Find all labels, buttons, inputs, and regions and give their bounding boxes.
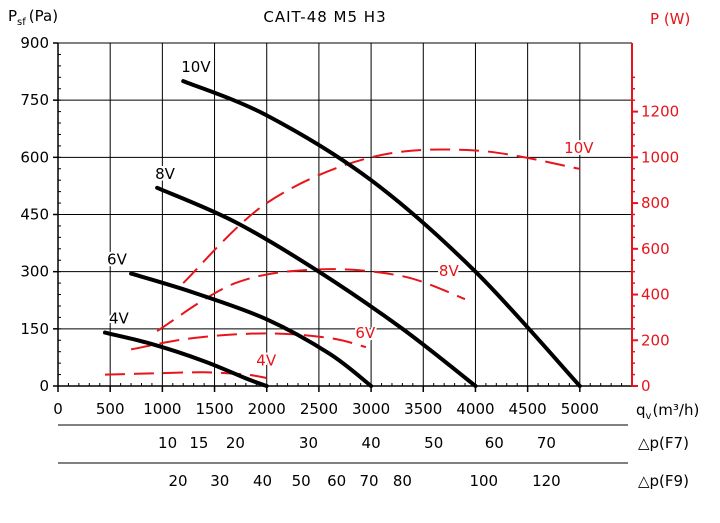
x-tick-label: 3000: [352, 400, 390, 418]
filter-scale-label: △p(F9): [638, 472, 689, 490]
pressure-series-label-8V: 8V: [155, 165, 176, 183]
filter-pressure-scales: 10 15 20 30 40 50 60 70 △p(F7) 20 30 40 50 60 70 80 100 1…: [58, 424, 689, 490]
filter-scale-tick-label: 30: [210, 472, 229, 490]
power-curve-6V: [130, 332, 367, 351]
power-curve-8V: [156, 268, 466, 332]
right-tick-label: 1000: [641, 148, 679, 166]
pressure-curve-8V: [155, 185, 478, 388]
pressure-curves: [103, 79, 582, 388]
filter-scale-tick-label: 20: [168, 472, 187, 490]
pressure-series-label-4V: 4V: [109, 310, 130, 328]
filter-scale-tick-label: 30: [299, 434, 318, 452]
grid-lines: [58, 42, 632, 386]
right-tick-label: 600: [641, 240, 670, 258]
pressure-curve-6V: [129, 271, 374, 388]
filter-scale-tick-label: 50: [424, 434, 443, 452]
power-series-label-10V: 10V: [564, 139, 594, 157]
left-tick-label: 300: [20, 263, 49, 281]
left-tick-label: 0: [39, 377, 49, 395]
left-tick-label: 450: [20, 206, 49, 224]
left-tick-label: 600: [20, 148, 49, 166]
pressure-curve-4V: [103, 330, 269, 388]
power-series-label-4V: 4V: [256, 351, 277, 369]
right-tick-label: 400: [641, 286, 670, 304]
pressure-series-label-6V: 6V: [107, 251, 128, 269]
filter-scale-tick-label: 40: [362, 434, 381, 452]
right-tick-label: 0: [641, 377, 651, 395]
x-tick-label: 2000: [248, 400, 286, 418]
filter-scale-tick-label: 70: [537, 434, 556, 452]
filter-scale-tick-label: 80: [393, 472, 412, 490]
right-axis-label: P (W): [650, 10, 690, 28]
x-tick-label: 0: [53, 400, 63, 418]
power-series-label-6V: 6V: [355, 324, 376, 342]
x-axis-label: qv(m³/h): [636, 401, 699, 422]
x-axis-ticks: 0 500 1000 1500 2000 2500 3000 3500 4000 4500 5000: [53, 383, 623, 418]
right-tick-label: 800: [641, 194, 670, 212]
filter-scale-tick-label: 20: [226, 434, 245, 452]
filter-scale-tick-label: 60: [485, 434, 504, 452]
filter-scale-tick-label: 50: [292, 472, 311, 490]
pressure-curve-10V: [181, 79, 582, 388]
left-tick-label: 900: [20, 34, 49, 52]
right-tick-label: 200: [641, 331, 670, 349]
right-tick-label: 1200: [641, 103, 679, 121]
left-axis-ticks: 0 150 300 450 600 750 900: [20, 34, 61, 395]
filter-scale-tick-label: 70: [359, 472, 378, 490]
power-series-label-8V: 8V: [439, 262, 460, 280]
filter-scale-tick-label: 15: [189, 434, 208, 452]
power-curve-10V: [182, 148, 580, 284]
x-tick-label: 2500: [300, 400, 338, 418]
x-tick-label: 1000: [143, 400, 181, 418]
filter-scale-tick-label: 100: [469, 472, 498, 490]
x-tick-label: 500: [96, 400, 125, 418]
x-tick-label: 4500: [509, 400, 547, 418]
left-tick-label: 750: [20, 91, 49, 109]
left-axis-label: Psf (Pa): [8, 7, 58, 28]
chart-title: CAIT-48 M5 H3: [263, 8, 386, 26]
x-tick-label: 1500: [195, 400, 233, 418]
series-labels: 10V 8V 6V 4V 10V 8V 6V 4V: [105, 56, 596, 371]
power-curve-4V: [104, 371, 267, 379]
filter-scale-tick-label: 120: [532, 472, 561, 490]
power-curves: [104, 148, 580, 379]
x-tick-label: 5000: [561, 400, 599, 418]
filter-scale-tick-label: 10: [158, 434, 177, 452]
pressure-series-label-10V: 10V: [181, 58, 211, 76]
x-tick-label: 4000: [456, 400, 494, 418]
x-tick-label: 3500: [404, 400, 442, 418]
right-axis-ticks: 0 200 400 600 800 1000 1200: [632, 76, 679, 395]
filter-scale-tick-label: 40: [253, 472, 272, 490]
filter-scale-tick-label: 60: [327, 472, 346, 490]
filter-scale-label: △p(F7): [638, 434, 689, 452]
left-tick-label: 150: [20, 320, 49, 338]
